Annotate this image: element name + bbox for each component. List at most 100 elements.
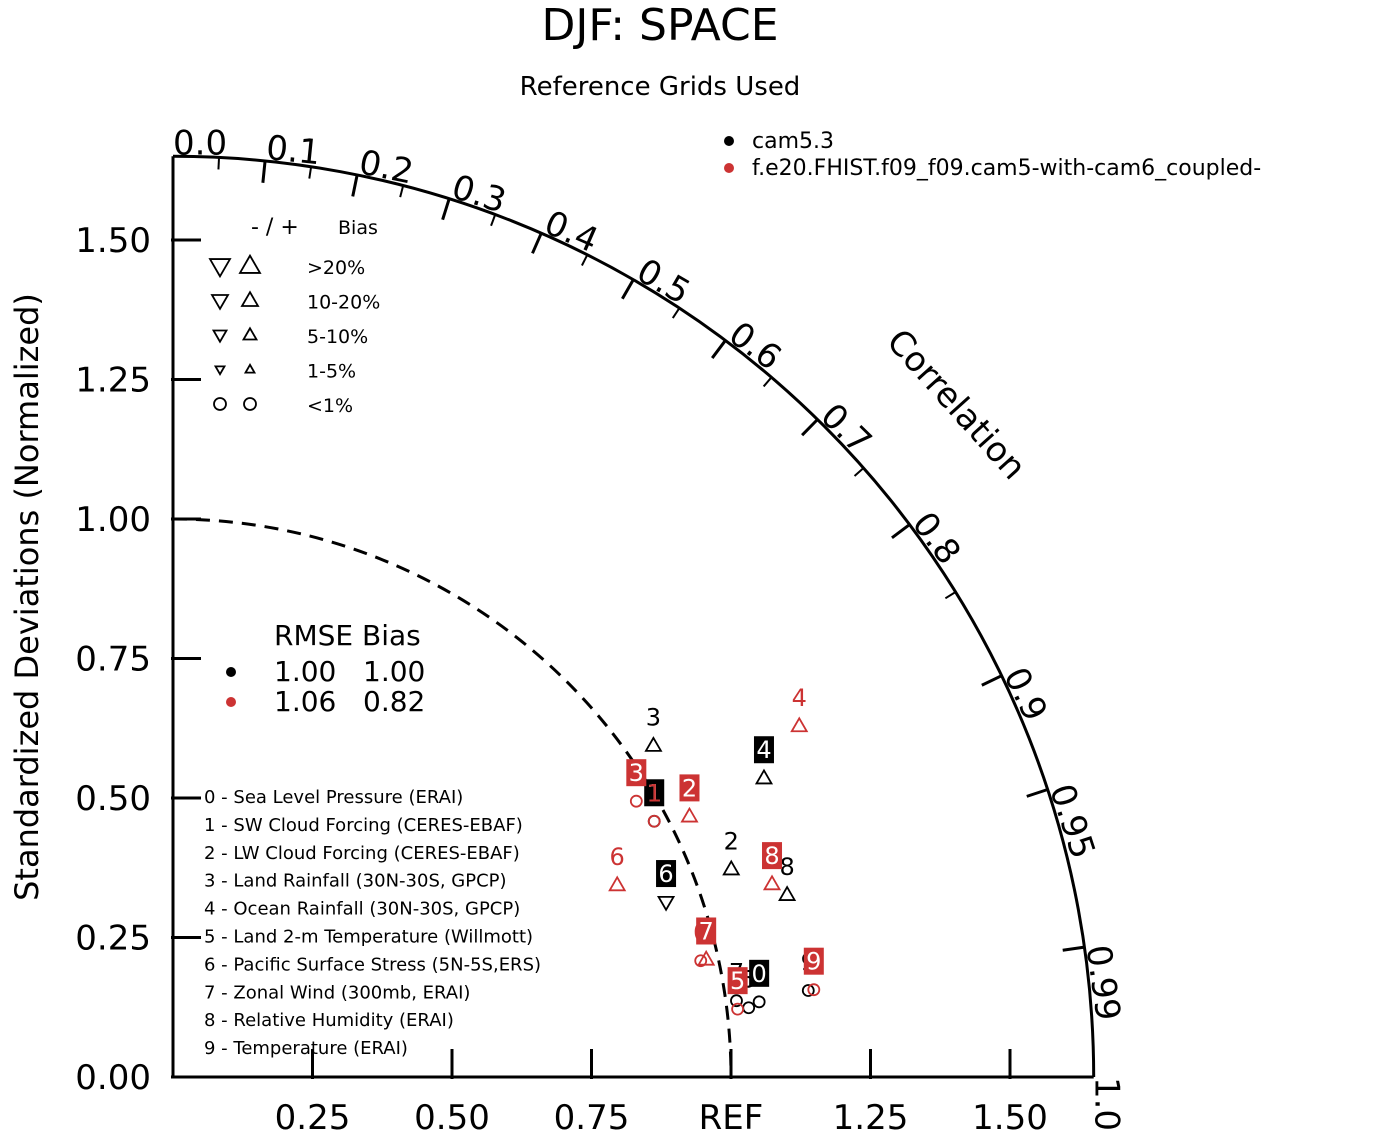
series-legend-dot bbox=[724, 163, 734, 173]
rmse-legend-header: RMSE Bias bbox=[274, 619, 421, 652]
data-point: 2 bbox=[679, 774, 700, 823]
reference-std-arc bbox=[172, 517, 733, 1078]
correlation-tick-mark bbox=[711, 339, 727, 359]
category-legend-item: 6 - Pacific Surface Stress (5N-5S,ERS) bbox=[204, 954, 541, 975]
outer-correlation-arc bbox=[172, 154, 1096, 1078]
data-point: 3 bbox=[644, 704, 663, 752]
bias-legend-up-triangle-icon bbox=[243, 363, 257, 374]
data-point-marker bbox=[629, 794, 643, 808]
data-point-label: 2 bbox=[682, 774, 697, 802]
data-point-marker bbox=[801, 984, 815, 997]
correlation-minor-tick bbox=[944, 591, 957, 600]
data-point-label: 8 bbox=[779, 853, 794, 881]
bias-legend-down-triangle-icon bbox=[211, 329, 229, 344]
correlation-tick-mark bbox=[891, 523, 911, 539]
correlation-axis-label: Correlation bbox=[879, 322, 1034, 488]
series-legend: cam5.3f.e20.FHIST.f09_f09.cam5-with-cam6… bbox=[724, 129, 1261, 181]
data-point: 3 bbox=[626, 759, 647, 808]
rmse-value: 1.00 bbox=[274, 655, 336, 688]
y-tick-label: 0.75 bbox=[75, 640, 151, 680]
series-legend-label: cam5.3 bbox=[752, 129, 834, 154]
correlation-tick-mark bbox=[441, 198, 451, 221]
data-point-box bbox=[749, 959, 770, 987]
data-point-box bbox=[679, 774, 700, 802]
category-legend-item: 0 - Sea Level Pressure (ERAI) bbox=[204, 787, 463, 808]
data-point: 4 bbox=[790, 684, 809, 733]
data-point: 5 bbox=[727, 967, 748, 1016]
correlation-tick-label: 0.3 bbox=[447, 167, 511, 221]
correlation-tick-mark bbox=[1062, 945, 1085, 952]
data-point-box bbox=[727, 967, 748, 995]
data-point-marker bbox=[731, 1002, 745, 1016]
correlation-tick-label: 0.0 bbox=[173, 123, 227, 163]
data-point: 2 bbox=[722, 827, 741, 876]
category-legend-item: 9 - Temperature (ERAI) bbox=[204, 1038, 408, 1059]
series-legend-label: f.e20.FHIST.f09_f09.cam5-with-cam6_coupl… bbox=[752, 156, 1261, 181]
data-point: 4 bbox=[753, 736, 774, 785]
bias-value: 0.82 bbox=[363, 685, 425, 718]
x-tick-label: REF bbox=[699, 1098, 764, 1135]
bias-legend-down-triangle-icon bbox=[213, 365, 227, 376]
correlation-tick-label: 1.0 bbox=[1087, 1077, 1127, 1131]
data-point: 9 bbox=[803, 947, 824, 997]
data-point-marker bbox=[694, 954, 708, 968]
correlation-tick-label: 0.5 bbox=[630, 251, 697, 313]
data-point-marker bbox=[680, 806, 699, 823]
chart-subtitle: Reference Grids Used bbox=[520, 72, 801, 102]
data-point-label: 7 bbox=[699, 917, 714, 945]
y-tick-label: 1.50 bbox=[75, 221, 151, 261]
data-point-label: 3 bbox=[629, 759, 644, 787]
bias-legend-header: Bias bbox=[338, 217, 378, 239]
rmse-legend-dot bbox=[226, 697, 236, 707]
data-point-marker bbox=[722, 859, 741, 876]
data-point-label: 3 bbox=[646, 704, 661, 732]
correlation-minor-tick bbox=[671, 307, 681, 319]
bias-legend-label: 1-5% bbox=[307, 361, 356, 383]
y-tick-label: 1.00 bbox=[75, 500, 151, 540]
data-point: 6 bbox=[608, 843, 627, 892]
data-point-box bbox=[626, 759, 647, 787]
data-point-marker bbox=[742, 1001, 756, 1015]
bias-legend-label: 10-20% bbox=[307, 292, 380, 314]
category-legend-item: 2 - LW Cloud Forcing (CERES-EBAF) bbox=[204, 843, 520, 864]
data-point-label: 6 bbox=[610, 843, 625, 871]
category-legend: 0 - Sea Level Pressure (ERAI) 1 - SW Clou… bbox=[204, 787, 541, 1059]
data-point-label: 0 bbox=[752, 960, 767, 988]
x-tick-label: 0.25 bbox=[275, 1098, 351, 1135]
correlation-tick-label: 0.4 bbox=[538, 203, 604, 261]
correlation-tick-mark bbox=[531, 232, 543, 254]
data-point-box bbox=[762, 842, 783, 870]
bias-legend-label: 5-10% bbox=[307, 326, 368, 348]
data-point-label: 4 bbox=[792, 684, 807, 712]
correlation-minor-tick bbox=[853, 467, 865, 477]
correlation-tick-mark bbox=[981, 674, 1003, 687]
y-axis-label: Standardized Deviations (Normalized) bbox=[8, 293, 46, 901]
data-point-marker bbox=[754, 768, 774, 785]
x-tick-label: 1.50 bbox=[972, 1098, 1048, 1135]
chart-title: DJF: SPACE bbox=[541, 0, 778, 51]
bias-legend-circle-icon bbox=[243, 397, 257, 411]
correlation-tick-label: 0.6 bbox=[721, 314, 788, 378]
x-tick-label: 0.75 bbox=[554, 1098, 630, 1135]
data-point: 8 bbox=[762, 842, 783, 891]
correlation-minor-tick bbox=[581, 254, 589, 266]
x-tick-label: 0.50 bbox=[414, 1098, 490, 1135]
category-legend-item: 3 - Land Rainfall (30N-30S, GPCP) bbox=[204, 871, 507, 892]
data-point-label: 4 bbox=[756, 736, 771, 764]
data-point-label: 8 bbox=[764, 842, 779, 870]
y-tick-label: 0.25 bbox=[75, 919, 151, 959]
category-legend-item: 8 - Relative Humidity (ERAI) bbox=[204, 1010, 454, 1031]
data-point: 1 bbox=[644, 779, 665, 828]
x-tick-label: 1.25 bbox=[833, 1098, 909, 1135]
series-legend-dot bbox=[724, 136, 734, 146]
data-points: 01234567890123456789 bbox=[608, 684, 824, 1016]
bias-legend-up-triangle-icon bbox=[238, 253, 262, 274]
correlation-tick-label: 0.9 bbox=[995, 661, 1055, 727]
x-tick-labels: 0.25 0.50 0.75 REF 1.25 1.50 bbox=[275, 1098, 1048, 1135]
correlation-tick-label: 0.8 bbox=[904, 505, 968, 572]
category-legend-item: 7 - Zonal Wind (300mb, ERAI) bbox=[204, 982, 470, 1003]
data-point-box bbox=[753, 736, 774, 764]
correlation-tick-label: 0.7 bbox=[813, 396, 880, 462]
bias-legend-label: >20% bbox=[307, 257, 365, 279]
